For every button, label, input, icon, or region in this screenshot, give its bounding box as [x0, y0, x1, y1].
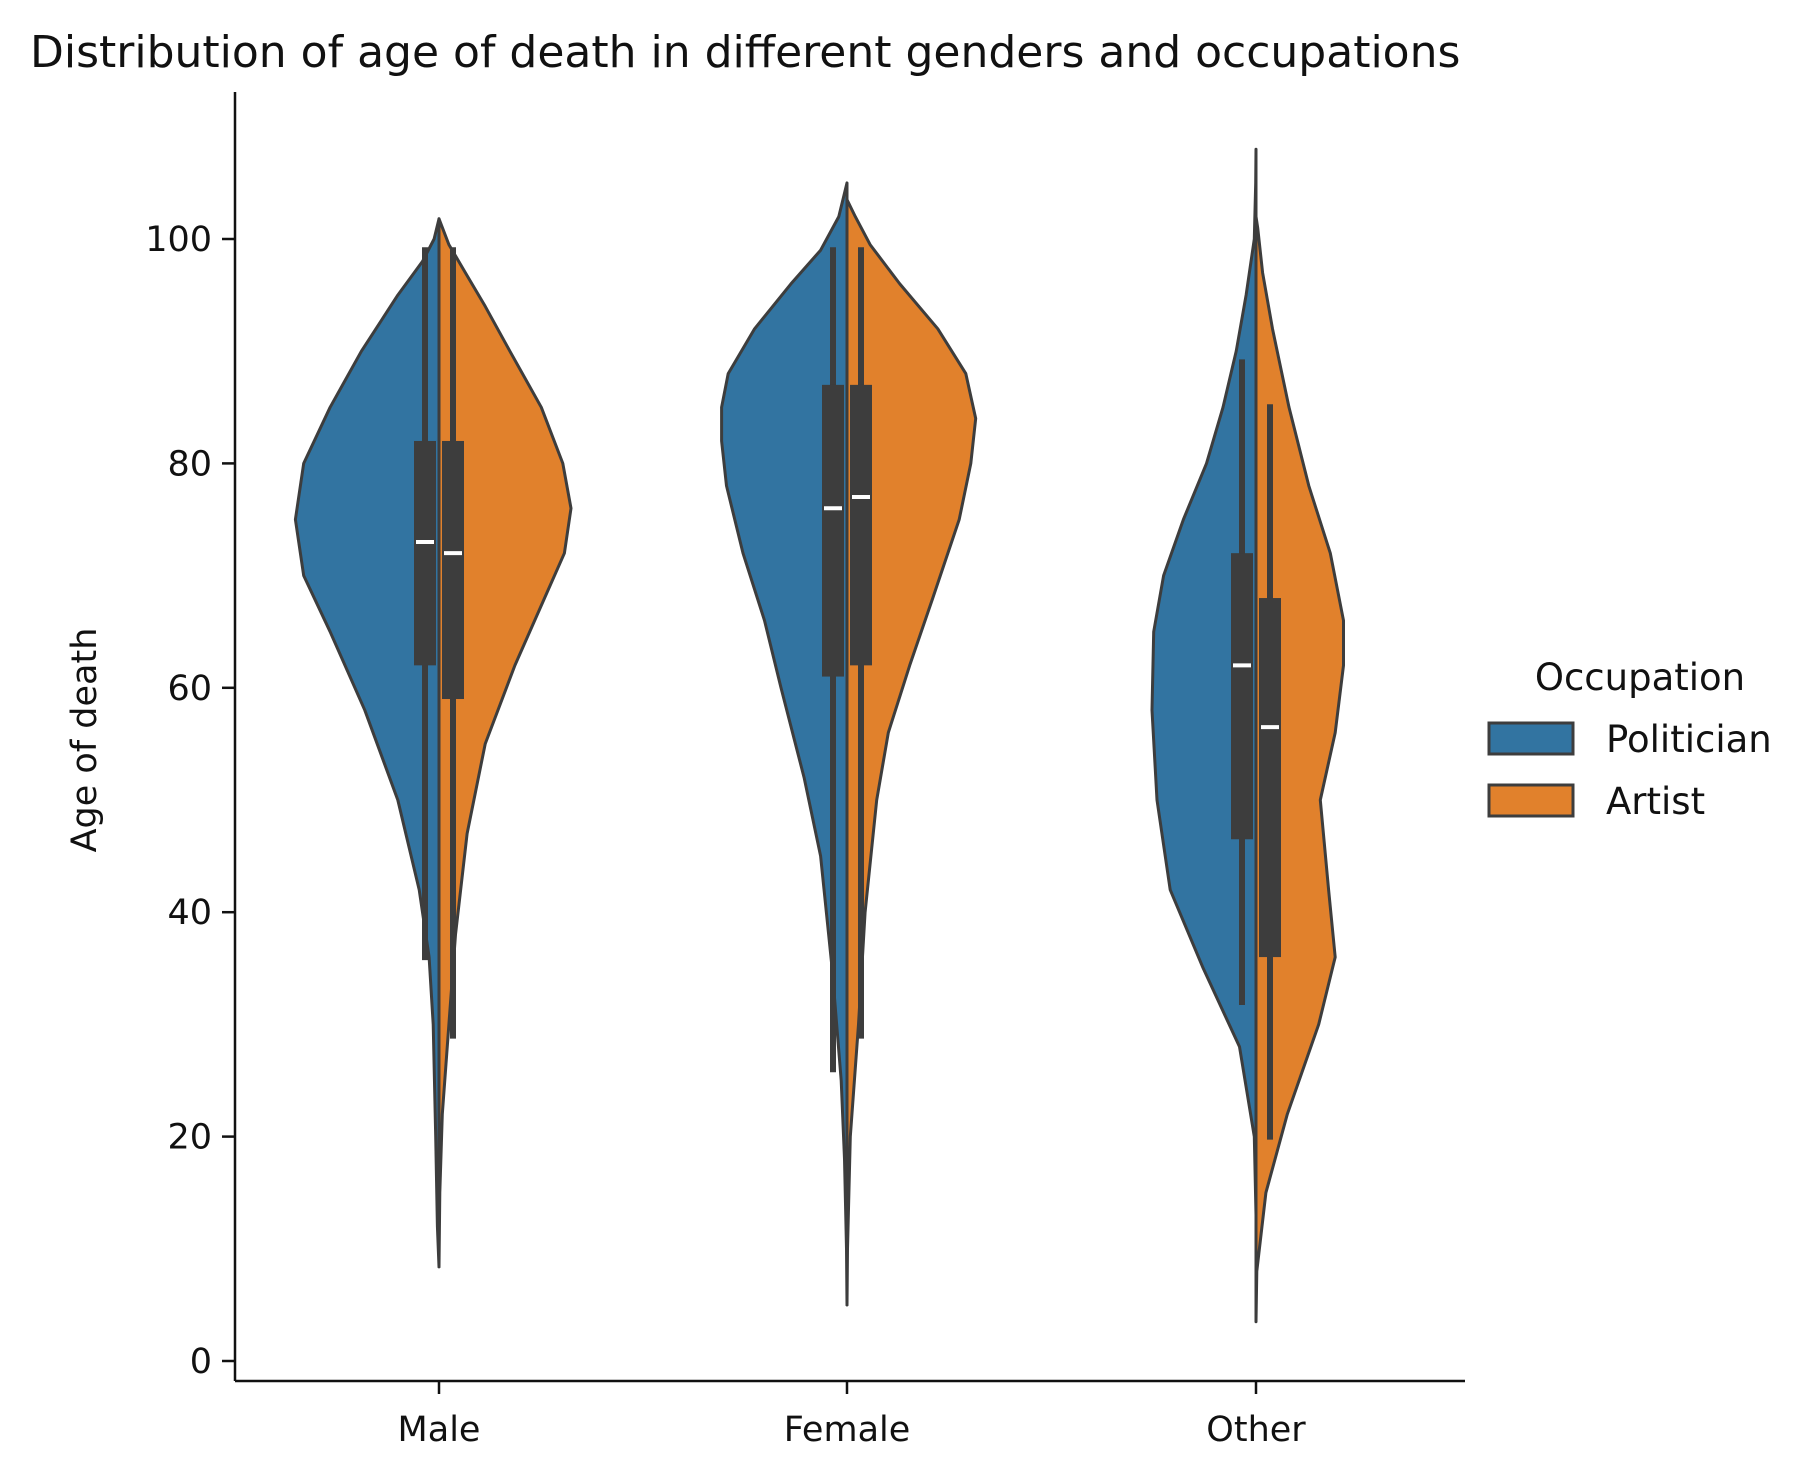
violin-artist-male	[437, 217, 573, 1269]
legend: Occupation Politician Artist	[1487, 656, 1772, 823]
iqr-box-artist-other	[1259, 598, 1281, 958]
legend-swatch-artist	[1487, 783, 1575, 818]
legend-label-artist: Artist	[1606, 780, 1705, 823]
y-tick-label-0: 0	[190, 1342, 212, 1382]
iqr-box-politician-male	[414, 440, 436, 666]
legend-swatch-politician	[1487, 721, 1575, 756]
y-tick-label-20: 20	[167, 1118, 212, 1158]
y-axis-label: Age of death	[65, 628, 105, 853]
violin-politician-male	[293, 217, 441, 1269]
iqr-box-politician-female	[822, 384, 844, 677]
chart-title: Distribution of age of death in differen…	[30, 27, 1460, 78]
x-tick-label-male: Male	[398, 1410, 481, 1450]
box-layer	[414, 247, 1281, 1140]
y-ticks: 0 20 40 60 80 100	[145, 220, 235, 1382]
y-tick-label-100: 100	[145, 220, 212, 260]
violin-politician-female	[720, 181, 849, 1307]
violin-artist-female	[845, 198, 978, 1307]
y-tick-label-80: 80	[167, 444, 212, 484]
violin-layer	[293, 147, 1345, 1324]
x-tick-label-female: Female	[784, 1410, 911, 1450]
iqr-box-artist-female	[850, 384, 872, 666]
iqr-box-politician-other	[1231, 553, 1253, 840]
x-ticks: Male Female Other	[398, 1381, 1306, 1450]
y-tick-label-40: 40	[167, 893, 212, 933]
y-tick-label-60: 60	[167, 669, 212, 709]
violin-artist-other	[1254, 215, 1345, 1324]
iqr-box-artist-male	[442, 440, 464, 700]
legend-label-politician: Politician	[1606, 718, 1772, 761]
legend-title: Occupation	[1535, 656, 1745, 699]
x-tick-label-other: Other	[1206, 1410, 1306, 1450]
